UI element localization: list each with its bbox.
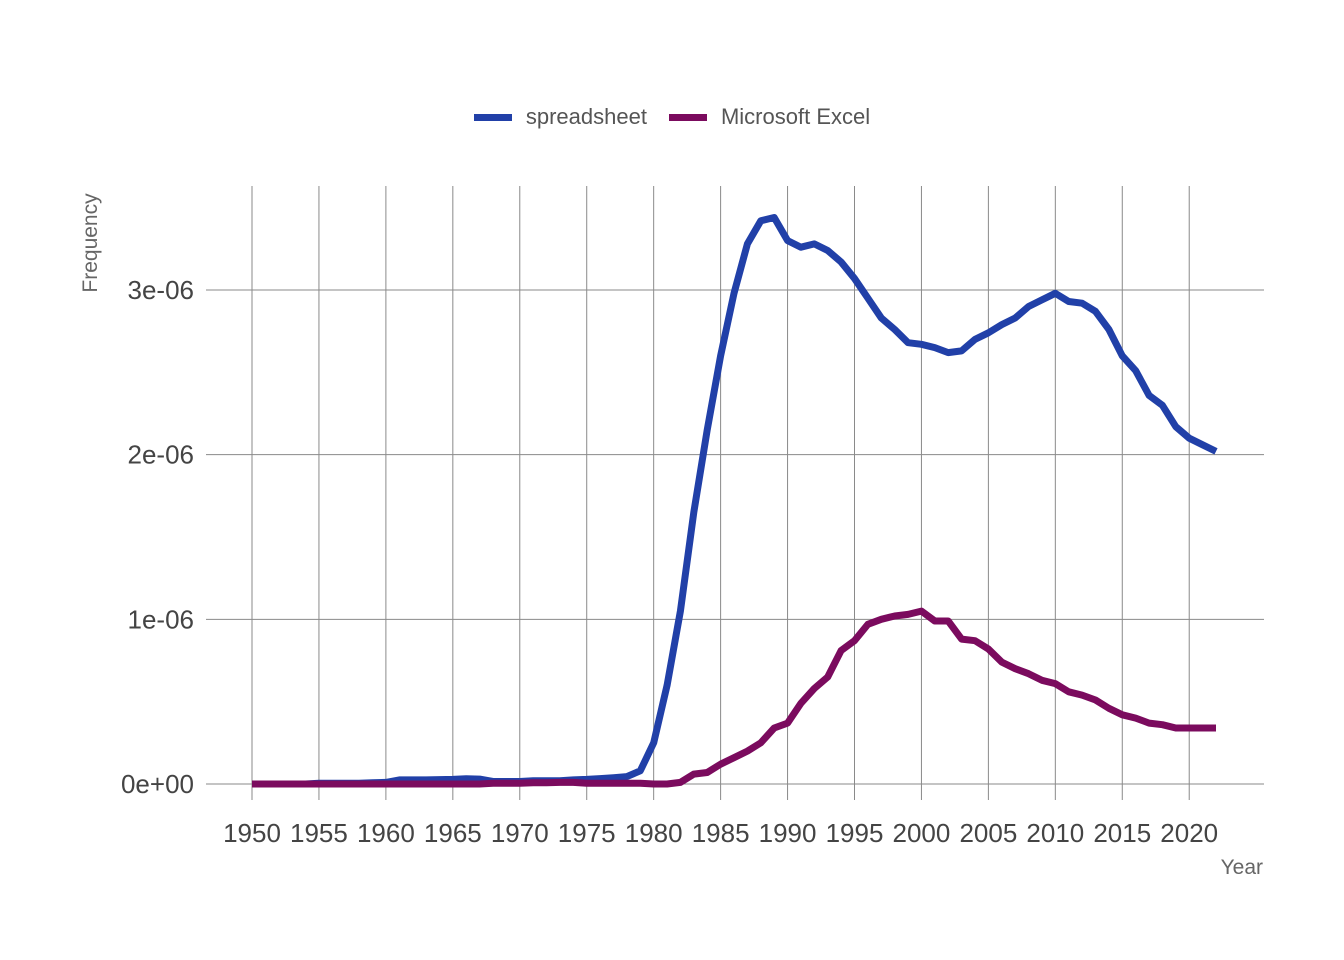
x-tick-label-1995: 1995 bbox=[826, 818, 884, 848]
legend-item-spreadsheet[interactable]: spreadsheet bbox=[473, 104, 647, 130]
x-tick-label-1970: 1970 bbox=[491, 818, 549, 848]
x-tick-label-1960: 1960 bbox=[357, 818, 415, 848]
legend-label-microsoft-excel: Microsoft Excel bbox=[720, 104, 871, 129]
legend-item-microsoft-excel[interactable]: Microsoft Excel bbox=[668, 104, 871, 130]
x-tick-label-1965: 1965 bbox=[424, 818, 482, 848]
y-tick-label-2: 2e-06 bbox=[128, 440, 195, 470]
x-tick-label-2000: 2000 bbox=[893, 818, 951, 848]
x-tick-label-1980: 1980 bbox=[625, 818, 683, 848]
x-tick-label-1975: 1975 bbox=[558, 818, 616, 848]
x-tick-label-2010: 2010 bbox=[1026, 818, 1084, 848]
y-tick-label-3: 3e-06 bbox=[128, 275, 195, 305]
legend-swatch-spreadsheet bbox=[473, 113, 512, 121]
x-tick-label-1950: 1950 bbox=[223, 818, 281, 848]
legend-swatch-microsoft-excel bbox=[668, 113, 707, 121]
x-axis-title: Year bbox=[1221, 856, 1263, 879]
series-line-microsoft-excel bbox=[252, 607, 1216, 788]
series-lines bbox=[252, 214, 1218, 788]
y-axis-ticks: 0e+00 1e-06 2e-06 3e-06 bbox=[121, 275, 194, 799]
x-tick-label-2020: 2020 bbox=[1160, 818, 1218, 848]
y-axis-title: Frequency bbox=[79, 193, 102, 293]
x-tick-label-2005: 2005 bbox=[959, 818, 1017, 848]
legend: spreadsheet Microsoft Excel bbox=[0, 104, 1344, 130]
x-axis-ticks: 1950 1955 1960 1965 1970 1975 1980 1985 1990 1995… bbox=[223, 818, 1218, 848]
x-tick-label-1955: 1955 bbox=[290, 818, 348, 848]
y-tick-label-1: 1e-06 bbox=[128, 604, 195, 634]
x-tick-label-1985: 1985 bbox=[692, 818, 750, 848]
x-tick-label-1990: 1990 bbox=[759, 818, 817, 848]
series-line-spreadsheet bbox=[252, 214, 1218, 788]
x-tick-label-2015: 2015 bbox=[1093, 818, 1151, 848]
y-tick-label-0: 0e+00 bbox=[121, 769, 194, 799]
legend-label-spreadsheet: spreadsheet bbox=[525, 104, 647, 129]
